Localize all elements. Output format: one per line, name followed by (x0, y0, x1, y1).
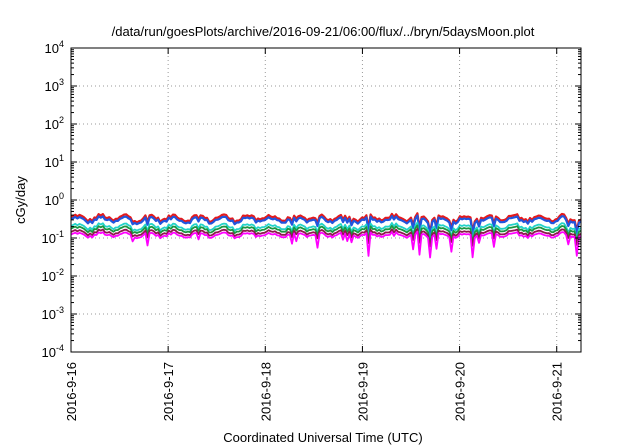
y-tick-label: 10-1 (42, 229, 64, 246)
series-line (70, 221, 582, 243)
x-tick-label: 2016-9-18 (258, 362, 273, 421)
x-tick-label: 2016-9-20 (453, 362, 468, 421)
series-group (70, 212, 582, 259)
y-tick-label: 102 (45, 115, 64, 132)
series-line (70, 214, 582, 237)
series-line (70, 212, 582, 234)
y-tick-label: 10-3 (42, 305, 64, 322)
y-tick-label: 10-2 (42, 267, 64, 284)
y-tick-label: 103 (45, 77, 64, 94)
y-tick-label: 101 (45, 153, 64, 170)
chart-title: /data/run/goesPlots/archive/2016-09-21/0… (112, 24, 535, 39)
x-tick-label: 2016-9-17 (161, 362, 176, 421)
series-line (70, 224, 582, 245)
x-tick-label: 2016-9-19 (355, 362, 370, 421)
x-tick-label: 2016-9-16 (64, 362, 79, 421)
y-tick-label: 10-4 (42, 343, 64, 360)
x-tick-label: 2016-9-21 (550, 362, 565, 421)
y-axis-label: cGy/day (13, 176, 28, 224)
series-line (70, 230, 582, 259)
y-axis: 10-4 10-3 10-2 10-1 100 101 102 103 104 (42, 39, 581, 360)
grid (71, 48, 581, 352)
y-tick-label: 104 (45, 39, 64, 56)
y-tick-label: 100 (45, 191, 64, 208)
series-line (70, 227, 582, 248)
x-axis: 2016-9-16 2016-9-17 2016-9-18 2016-9-19 2016… (64, 48, 565, 421)
x-axis-label: Coordinated Universal Time (UTC) (223, 430, 422, 445)
